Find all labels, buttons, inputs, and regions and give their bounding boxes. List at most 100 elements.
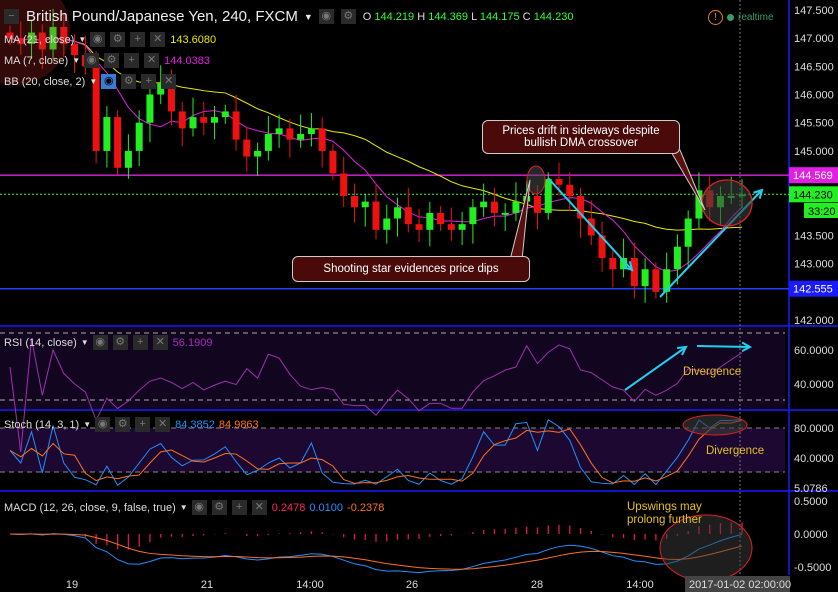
- eye-icon[interactable]: ◉: [92, 335, 108, 350]
- indicator-tick-label: 0.5000: [794, 496, 828, 508]
- gear-icon[interactable]: ⚙: [104, 53, 120, 68]
- chevron-down-icon[interactable]: ▼: [303, 11, 313, 22]
- price-tick-label: 145.000: [794, 146, 834, 158]
- candle-body: [71, 43, 79, 56]
- status-dot-icon: [727, 14, 734, 21]
- eye-icon[interactable]: ◉: [101, 74, 117, 89]
- indicator-tick-label: 0.0000: [794, 529, 828, 541]
- stoch-band-bg: [0, 428, 785, 472]
- candle-body: [587, 218, 595, 236]
- candle-body: [254, 150, 262, 157]
- candle-body: [544, 179, 552, 213]
- last-price-tag-bg: [789, 186, 838, 203]
- collapse-icon[interactable]: −: [4, 9, 19, 24]
- candle-body: [6, 32, 14, 39]
- candle-body: [469, 207, 477, 225]
- candle-body: [426, 212, 434, 230]
- candle-body: [49, 26, 57, 50]
- chevron-down-icon[interactable]: ▼: [83, 420, 92, 429]
- candle-body: [286, 128, 294, 140]
- annotation-drift: Prices drift in sideways despite bullish…: [482, 120, 680, 154]
- rsi-flat-arrow-head: [741, 341, 753, 353]
- time-tick-label: 21: [201, 579, 213, 591]
- legend-ma7: MA (7, close) ▼ ◉ ⚙ + ✕ 144.0383: [4, 53, 210, 68]
- gear-icon[interactable]: ⚙: [110, 32, 126, 47]
- candle-body: [695, 190, 703, 219]
- candle-body: [307, 128, 315, 134]
- plus-icon[interactable]: +: [231, 500, 247, 515]
- candle-body: [114, 117, 122, 168]
- eye-icon[interactable]: ◉: [318, 9, 334, 24]
- eye-icon[interactable]: ◉: [191, 500, 207, 515]
- candle-body: [383, 218, 391, 230]
- chevron-down-icon[interactable]: ▼: [80, 338, 89, 347]
- annotation-shooting-star: Shooting star evidences price dips: [292, 256, 530, 282]
- downtrend-arrow-head: [623, 261, 634, 272]
- plus-icon[interactable]: +: [135, 417, 151, 432]
- candle-body: [135, 122, 143, 151]
- plus-icon[interactable]: +: [141, 74, 157, 89]
- time-tick-label: 28: [531, 579, 543, 591]
- candle-body: [609, 257, 617, 270]
- candle-body: [437, 212, 445, 225]
- close-icon[interactable]: ✕: [152, 335, 168, 350]
- eye-icon[interactable]: ◉: [90, 32, 106, 47]
- gear-icon[interactable]: ⚙: [115, 417, 131, 432]
- realtime-status: ! realtime: [708, 10, 774, 25]
- candle-body: [232, 111, 240, 140]
- candle-body: [146, 94, 154, 123]
- eye-icon[interactable]: ◉: [95, 417, 111, 432]
- time-axis-bg: [0, 575, 838, 592]
- time-cursor-label: 2017-01-02 02:00:00: [689, 579, 791, 591]
- chevron-down-icon[interactable]: ▼: [78, 35, 87, 44]
- gear-icon[interactable]: ⚙: [112, 335, 128, 350]
- candle-body: [598, 235, 606, 258]
- gear-icon[interactable]: ⚙: [121, 74, 137, 89]
- legend-ma21: MA (21, close) ▼ ◉ ⚙ + ✕ 143.6080: [4, 32, 217, 47]
- indicator-tick-label: 80.0000: [794, 423, 834, 435]
- close-icon[interactable]: ✕: [161, 74, 177, 89]
- chevron-down-icon[interactable]: ▼: [89, 77, 98, 86]
- last-price-tag: 144.230: [793, 189, 833, 201]
- gear-icon[interactable]: ⚙: [340, 9, 356, 24]
- close-icon[interactable]: ✕: [144, 53, 160, 68]
- rsi-divergence-label: Divergence: [683, 366, 742, 378]
- price-tick-label: 146.000: [794, 90, 834, 102]
- candle-body: [157, 83, 165, 95]
- stoch-ellipse: [682, 414, 748, 436]
- candle-body: [673, 246, 681, 270]
- close-icon[interactable]: ✕: [251, 500, 267, 515]
- macd-note-label: Upswings may prolong further: [627, 501, 702, 526]
- uptrend-arrow-head: [753, 188, 764, 199]
- price-tick-label: 146.500: [794, 61, 834, 73]
- eye-icon[interactable]: ◉: [84, 53, 100, 68]
- indicator-tick-label: 5.0786: [794, 483, 828, 495]
- candle-body: [167, 83, 175, 112]
- candle-body: [480, 201, 488, 208]
- close-icon[interactable]: ✕: [155, 417, 171, 432]
- plus-icon[interactable]: +: [130, 32, 146, 47]
- close-icon[interactable]: ✕: [150, 32, 166, 47]
- downtrend-arrow: [547, 177, 633, 271]
- candle-body: [577, 195, 585, 219]
- countdown-label: 33:20: [808, 206, 836, 218]
- chevron-down-icon[interactable]: ▼: [72, 56, 81, 65]
- candle-body: [60, 26, 68, 44]
- candle-body: [501, 212, 509, 215]
- plus-icon[interactable]: +: [124, 53, 140, 68]
- resistance-price-tag: 144.569: [793, 170, 833, 182]
- candle-body: [555, 179, 563, 185]
- plus-icon[interactable]: +: [132, 335, 148, 350]
- candle-body: [350, 195, 358, 208]
- candle-body: [243, 139, 251, 157]
- indicator-tick-label: 40.0000: [794, 453, 834, 465]
- symbol-title[interactable]: British Pound/Japanese Yen, 240, FXCM: [26, 8, 298, 25]
- candle-body: [447, 224, 455, 230]
- warning-icon[interactable]: !: [708, 10, 723, 25]
- highlight-ellipse: [701, 179, 753, 227]
- gear-icon[interactable]: ⚙: [211, 500, 227, 515]
- chevron-down-icon[interactable]: ▼: [179, 503, 188, 512]
- indicator-tick-label: 40.0000: [794, 379, 834, 391]
- shooting-star-ellipse: [526, 165, 546, 195]
